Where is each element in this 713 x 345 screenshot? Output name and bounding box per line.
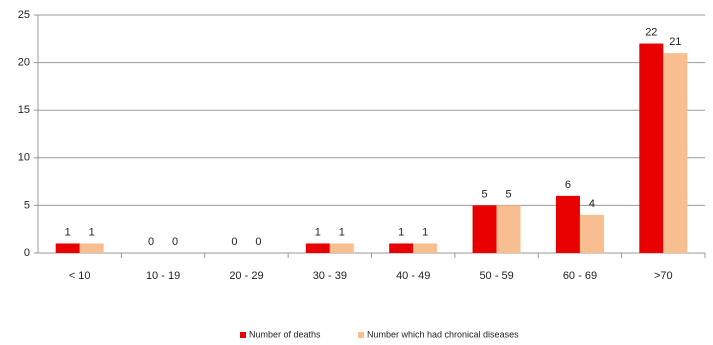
y-tick-label: 10: [18, 152, 30, 164]
bar: [329, 243, 354, 253]
x-tick-label: 40 - 49: [396, 270, 430, 282]
legend-text: Number which had chronical diseases: [367, 329, 519, 339]
y-tick-label: 20: [18, 57, 30, 69]
y-tick-label: 0: [24, 247, 30, 259]
value-label: 22: [645, 26, 657, 38]
x-tick-label: >70: [654, 270, 673, 282]
value-label: 0: [255, 236, 261, 248]
x-tick-label: < 10: [69, 270, 91, 282]
value-label: 1: [398, 226, 404, 238]
bar: [579, 214, 604, 253]
y-tick-label: 15: [18, 104, 30, 116]
value-label: 1: [65, 226, 71, 238]
x-tick-label: 20 - 29: [229, 270, 263, 282]
value-label: 0: [172, 236, 178, 248]
value-label: 21: [669, 36, 681, 48]
bar: [79, 243, 104, 253]
value-label: 6: [565, 179, 571, 191]
bar: [555, 195, 580, 253]
value-label: 0: [148, 236, 154, 248]
bar: [496, 205, 521, 253]
value-label: 5: [482, 188, 488, 200]
y-tick-label: 25: [18, 9, 30, 21]
bar: [663, 53, 688, 253]
x-tick-label: 60 - 69: [563, 270, 597, 282]
value-label: 5: [506, 188, 512, 200]
bar: [305, 243, 330, 253]
value-label: 1: [315, 226, 321, 238]
x-tick-label: 10 - 19: [146, 270, 180, 282]
x-tick-label: 50 - 59: [479, 270, 513, 282]
bar: [55, 243, 80, 253]
legend-swatch: [358, 332, 364, 338]
value-label: 4: [589, 198, 595, 210]
legend-swatch: [240, 332, 246, 338]
legend-text: Number of deaths: [249, 329, 321, 339]
bar: [472, 205, 497, 253]
value-label: 1: [422, 226, 428, 238]
bar: [413, 243, 438, 253]
value-label: 0: [231, 236, 237, 248]
value-label: 1: [89, 226, 95, 238]
bar: [389, 243, 414, 253]
value-label: 1: [339, 226, 345, 238]
x-tick-label: 30 - 39: [313, 270, 347, 282]
bar: [639, 43, 664, 254]
y-tick-label: 5: [24, 199, 30, 211]
